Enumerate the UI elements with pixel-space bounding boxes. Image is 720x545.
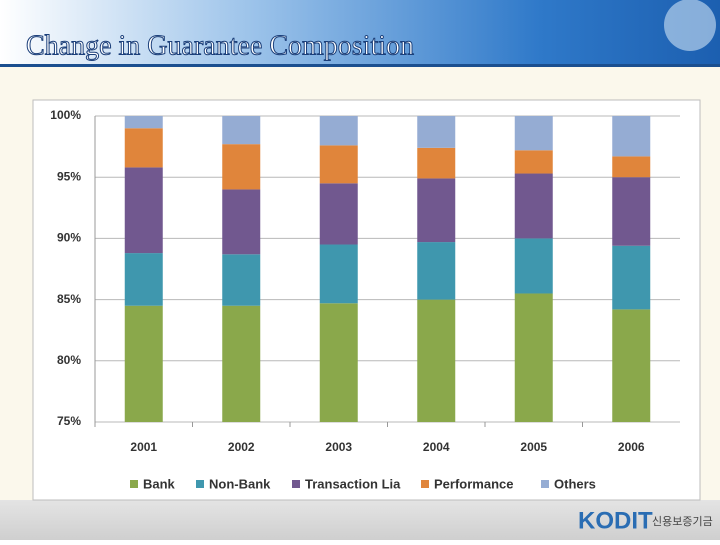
x-tick-label: 2003: [325, 440, 352, 454]
legend-label: Performance: [434, 476, 513, 491]
bar-segment: [124, 128, 163, 168]
legend-swatch: [421, 480, 429, 488]
y-tick-label: 95%: [57, 169, 81, 183]
legend-label: Transaction Lia: [305, 476, 401, 491]
legend-swatch: [292, 480, 300, 488]
bar-segment: [612, 245, 651, 310]
x-tick-label: 2005: [520, 440, 547, 454]
legend-label: Bank: [143, 476, 176, 491]
bar-segment: [514, 238, 553, 294]
bar-segment: [319, 244, 358, 304]
bar-segment: [319, 145, 358, 184]
bar-segment: [612, 177, 651, 246]
y-tick-label: 75%: [57, 414, 81, 428]
chart: 75% 80% 85% 90% 95% 100% 2001 2002 2003 2004 2005 2…: [50, 108, 680, 491]
y-tick-label: 100%: [50, 108, 81, 122]
header-band: [0, 0, 720, 66]
legend-swatch: [541, 480, 549, 488]
bar-segment: [124, 116, 163, 129]
legend-label: Others: [554, 476, 596, 491]
logo-mark: KODIT: [578, 507, 653, 534]
bar-segment: [514, 173, 553, 239]
logo-name: 신용보증기금: [652, 515, 713, 528]
bar-segment: [319, 116, 358, 146]
y-tick-label: 90%: [57, 231, 81, 245]
bar-segment: [514, 293, 553, 422]
legend-swatch: [130, 480, 138, 488]
bar-segment: [319, 303, 358, 422]
y-tick-label: 80%: [57, 353, 81, 367]
bar-segment: [612, 309, 651, 422]
x-tick-label: 2001: [130, 440, 157, 454]
bar-segment: [222, 144, 261, 190]
x-tick-label: 2004: [423, 440, 450, 454]
bar-segment: [222, 305, 261, 422]
legend-swatch: [196, 480, 204, 488]
bar-segment: [222, 116, 261, 145]
y-tick-label: 85%: [57, 292, 81, 306]
bar-segment: [417, 147, 456, 179]
header-rule: [0, 64, 720, 67]
x-tick-label: 2006: [618, 440, 645, 454]
slide-title: Change in Guarantee Composition: [26, 30, 414, 61]
footer-band: [0, 500, 720, 540]
bar-segment: [222, 189, 261, 255]
bar-segment: [417, 116, 456, 148]
bar-segment: [417, 299, 456, 422]
bar-segment: [417, 178, 456, 243]
bar-segment: [612, 156, 651, 178]
bar-segment: [124, 253, 163, 306]
bar-segment: [417, 242, 456, 300]
bar-segment: [612, 116, 651, 157]
bar-segment: [222, 254, 261, 306]
bar-segment: [514, 150, 553, 174]
x-tick-label: 2002: [228, 440, 255, 454]
bar-segment: [124, 305, 163, 422]
bar-segment: [124, 167, 163, 254]
bar-segment: [319, 183, 358, 245]
bar-segment: [514, 116, 553, 151]
header-decor: [664, 0, 716, 51]
legend-label: Non-Bank: [209, 476, 271, 491]
